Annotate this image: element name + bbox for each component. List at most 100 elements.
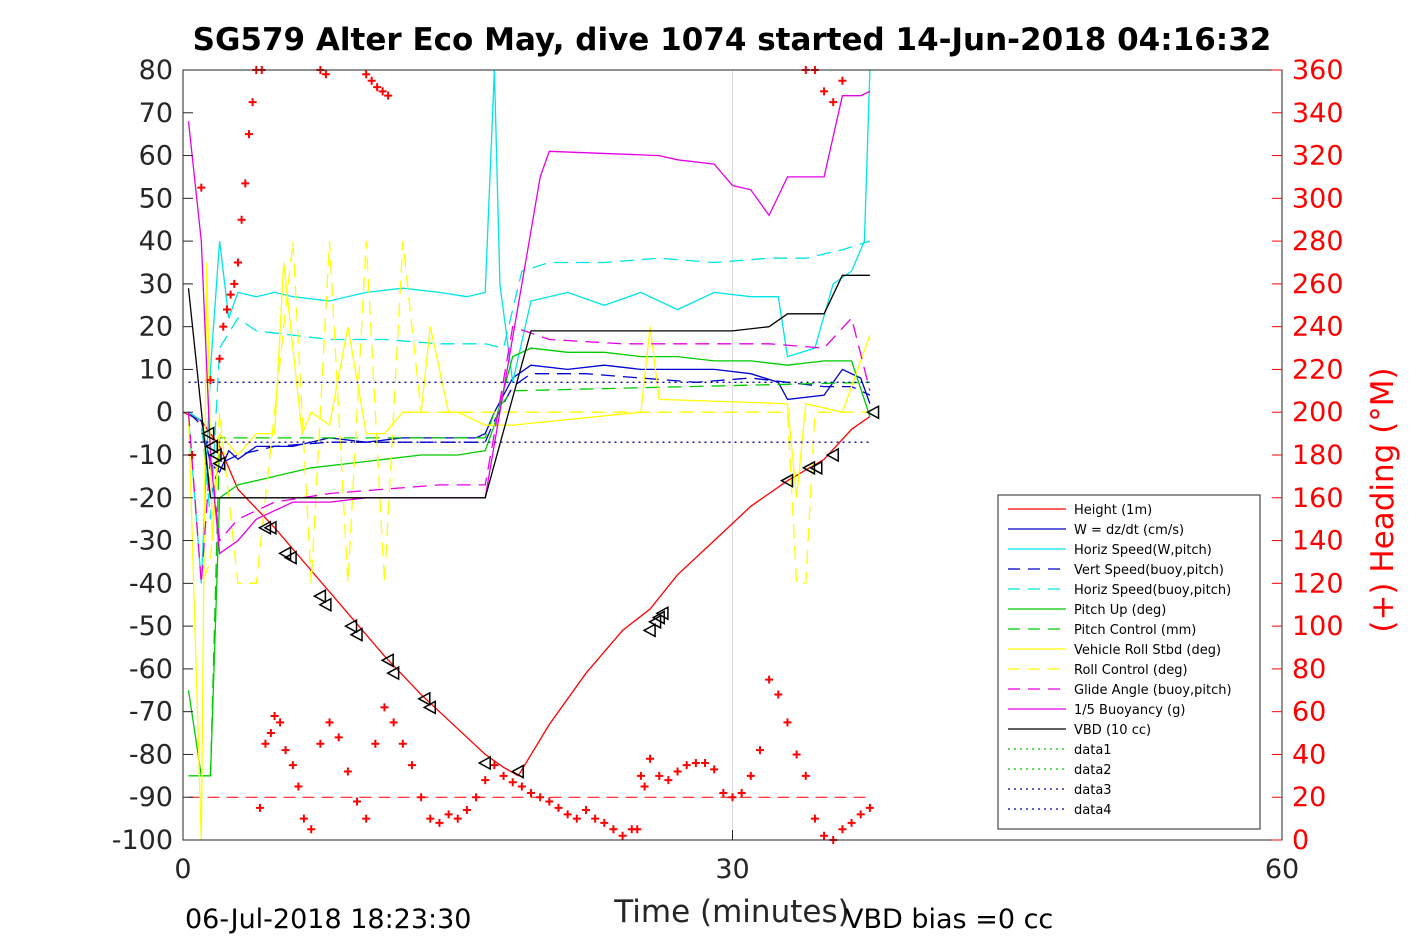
heading-point (226, 290, 235, 299)
heading-point (233, 258, 242, 267)
bottom-tick-label: 30 (715, 854, 749, 885)
right-tick-label: 20 (1292, 782, 1326, 813)
heading-point (820, 831, 829, 840)
legend-entry-11: VBD (10 cc) (1074, 723, 1151, 738)
heading-point (206, 376, 215, 385)
right-tick-label: 340 (1292, 98, 1344, 129)
series-line-8 (187, 241, 870, 584)
heading-point (325, 718, 334, 727)
series-line-10 (187, 90, 871, 555)
triangle-marker (349, 627, 363, 642)
legend-entry-10: 1/5 Buoyancy (g) (1074, 703, 1185, 718)
heading-point (398, 739, 407, 748)
heading-point (266, 729, 275, 738)
legend-entry-6: Pitch Control (mm) (1074, 623, 1196, 638)
heading-point (380, 703, 389, 712)
right-tick-label: 180 (1292, 440, 1344, 471)
legend-entry-14: data3 (1074, 783, 1112, 798)
heading-point (755, 746, 764, 755)
heading-point (237, 215, 246, 224)
right-tick-label: 240 (1292, 312, 1344, 343)
triangle-marker (201, 426, 215, 441)
heading-point (545, 797, 554, 806)
triangle-marker (312, 588, 327, 604)
heading-point (378, 87, 387, 96)
series-line-9 (187, 316, 871, 584)
heading-point (774, 690, 783, 699)
heading-point (316, 739, 325, 748)
triangle-marker (655, 606, 669, 621)
heading-point (646, 754, 655, 763)
left-tick-label: 40 (139, 226, 173, 257)
triangle-marker (283, 550, 297, 565)
legend-entry-7: Vehicle Roll Stbd (deg) (1074, 643, 1221, 658)
right-tick-label: 120 (1292, 568, 1344, 599)
triangle-marker (257, 520, 272, 535)
heading-point (536, 793, 545, 802)
heading-point (737, 788, 746, 797)
left-tick-label: 70 (139, 98, 173, 129)
heading-point (255, 803, 264, 812)
heading-point (508, 778, 517, 787)
left-tick-label: -40 (129, 568, 173, 599)
heading-point (847, 818, 856, 827)
right-tick-label: 160 (1292, 483, 1344, 514)
heading-point (321, 70, 330, 79)
left-tick-label: -80 (129, 739, 173, 770)
heading-point (517, 782, 526, 791)
heading-point (197, 183, 206, 192)
chart-title: SG579 Alter Eco May, dive 1074 started 1… (193, 22, 1272, 58)
left-tick-label: 20 (139, 312, 173, 343)
legend-entry-8: Roll Control (deg) (1074, 663, 1188, 678)
right-tick-label: 280 (1292, 226, 1344, 257)
triangle-marker (477, 755, 491, 771)
triangle-marker (865, 404, 880, 420)
triangle-marker (422, 700, 437, 715)
heading-point (248, 98, 257, 107)
left-tick-label: -30 (129, 526, 173, 557)
heading-point (563, 810, 572, 819)
heading-point (581, 806, 590, 815)
right-axis-label: (+) Heading (°M) (1365, 367, 1401, 632)
triangle-marker (809, 460, 823, 476)
heading-point (362, 70, 371, 79)
triangle-marker (343, 618, 358, 634)
legend-entry-4: Horiz Speed(buoy,pitch) (1074, 583, 1231, 598)
heading-point (801, 771, 810, 780)
triangle-marker (278, 546, 292, 561)
heading-point (261, 739, 270, 748)
heading-point (838, 76, 847, 85)
x-axis-label: Time (minutes) (613, 894, 849, 930)
right-tick-label: 260 (1292, 269, 1344, 300)
heading-point (701, 759, 710, 767)
heading-point (664, 776, 673, 785)
right-tick-label: 300 (1292, 183, 1344, 214)
heading-point (765, 675, 774, 684)
heading-point (472, 793, 481, 802)
heading-point (222, 305, 231, 314)
heading-point (288, 761, 297, 770)
heading-point (792, 750, 801, 759)
heading-point (230, 279, 239, 288)
heading-point (655, 771, 664, 780)
heading-point (481, 776, 490, 785)
left-tick-label: 80 (139, 55, 173, 86)
heading-point (490, 761, 499, 770)
triangle-marker (510, 764, 524, 779)
heading-point (426, 814, 435, 823)
triangle-marker (204, 439, 219, 454)
heading-point (636, 771, 645, 780)
left-tick-label: 30 (139, 269, 173, 300)
heading-point (444, 810, 453, 819)
heading-point (633, 825, 642, 834)
heading-point (462, 806, 471, 815)
heading-point (367, 76, 376, 85)
right-tick-label: 40 (1292, 739, 1326, 770)
series-line-2 (187, 69, 871, 584)
heading-point (373, 83, 382, 92)
legend-entry-12: data1 (1074, 743, 1112, 758)
left-tick-label: 60 (139, 141, 173, 172)
legend-entry-5: Pitch Up (deg) (1074, 603, 1166, 618)
legend-entry-9: Glide Angle (buoy,pitch) (1074, 683, 1232, 698)
